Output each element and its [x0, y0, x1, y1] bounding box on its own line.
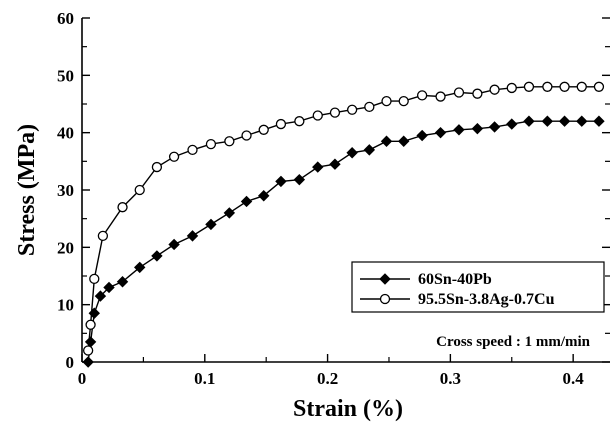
data-point — [168, 238, 180, 251]
data-point — [593, 115, 605, 127]
tick-labels: 0 0.1 0.2 0.3 0.4 0 10 20 30 40 50 60 — [57, 9, 584, 388]
data-point — [523, 115, 535, 127]
data-point — [416, 129, 428, 142]
data-point — [134, 184, 145, 196]
series-line — [87, 120, 599, 363]
data-point — [275, 118, 287, 130]
data-point — [346, 147, 358, 159]
data-point — [329, 158, 341, 170]
legend: 60Sn-40Pb 95.5Sn-3.8Ag-0.7Cu — [351, 261, 605, 313]
x-tick-label: 0.4 — [563, 369, 585, 388]
data-point — [593, 81, 605, 92]
data-point — [84, 336, 97, 348]
legend-label: 95.5Sn-3.8Ag-0.7Cu — [418, 291, 555, 308]
data-point — [205, 218, 217, 231]
data-point — [258, 190, 270, 202]
data-point — [85, 319, 96, 330]
data-point — [224, 136, 235, 147]
data-point — [187, 144, 198, 156]
data-point — [364, 101, 375, 113]
data-point — [488, 121, 501, 133]
data-point — [134, 261, 146, 274]
data-point — [82, 356, 94, 368]
data-point — [97, 230, 109, 242]
data-point — [275, 175, 287, 188]
data-point — [258, 124, 269, 135]
data-point — [558, 115, 571, 127]
data-point — [381, 95, 392, 107]
y-tick-label: 50 — [57, 66, 74, 85]
x-tick-label: 0.2 — [317, 369, 338, 388]
data-point — [416, 90, 428, 101]
data-point — [380, 135, 393, 147]
data-point — [363, 144, 376, 156]
data-point — [103, 281, 115, 294]
data-point — [294, 116, 305, 127]
y-tick-label: 20 — [57, 238, 74, 257]
data-point — [293, 173, 306, 186]
data-point — [329, 107, 341, 118]
series-layer — [82, 81, 605, 368]
y-tick-label: 30 — [57, 181, 74, 200]
data-point — [117, 202, 128, 213]
legend-label: 60Sn-40Pb — [418, 271, 492, 288]
data-point — [312, 110, 323, 121]
data-point — [398, 95, 409, 107]
y-tick-label: 10 — [57, 296, 74, 315]
data-point — [489, 84, 500, 95]
data-point — [151, 161, 163, 173]
data-point — [576, 115, 588, 127]
x-tick-label: 0.1 — [194, 369, 215, 388]
y-axis-title: Stress (MPa) — [14, 124, 40, 256]
data-point — [453, 124, 465, 136]
legend-marker — [379, 293, 391, 305]
data-point — [398, 135, 410, 147]
y-tick-label: 40 — [57, 124, 74, 143]
legend-marker — [379, 273, 391, 285]
data-point — [168, 151, 180, 162]
data-point — [506, 82, 517, 94]
data-point — [542, 81, 553, 92]
x-tick-label: 0 — [78, 369, 87, 388]
data-point — [241, 130, 252, 141]
data-point — [205, 138, 217, 150]
data-point — [151, 250, 163, 262]
series-1 — [82, 115, 605, 368]
data-point — [240, 195, 253, 208]
data-point — [523, 81, 535, 92]
legend-box — [351, 261, 605, 313]
x-tick-label: 0.3 — [440, 369, 461, 388]
y-tick-label: 0 — [66, 353, 75, 372]
data-point — [453, 87, 465, 98]
data-point — [559, 81, 570, 92]
data-point — [541, 115, 554, 127]
data-point — [576, 81, 587, 92]
cross-speed-annotation: Cross speed : 1 mm/min — [436, 334, 591, 350]
data-point — [435, 91, 446, 102]
data-point — [223, 207, 236, 219]
data-point — [472, 88, 483, 99]
data-point — [82, 345, 94, 356]
data-point — [506, 118, 518, 130]
data-point — [186, 230, 199, 242]
data-point — [116, 276, 129, 288]
data-point — [434, 126, 447, 139]
series-2 — [82, 81, 605, 356]
y-tick-label: 60 — [57, 9, 74, 28]
data-point — [89, 273, 100, 285]
data-point — [471, 122, 484, 135]
data-point — [312, 161, 324, 173]
data-point — [346, 104, 358, 115]
x-axis-title: Strain (%) — [293, 396, 403, 422]
data-point — [94, 290, 107, 302]
